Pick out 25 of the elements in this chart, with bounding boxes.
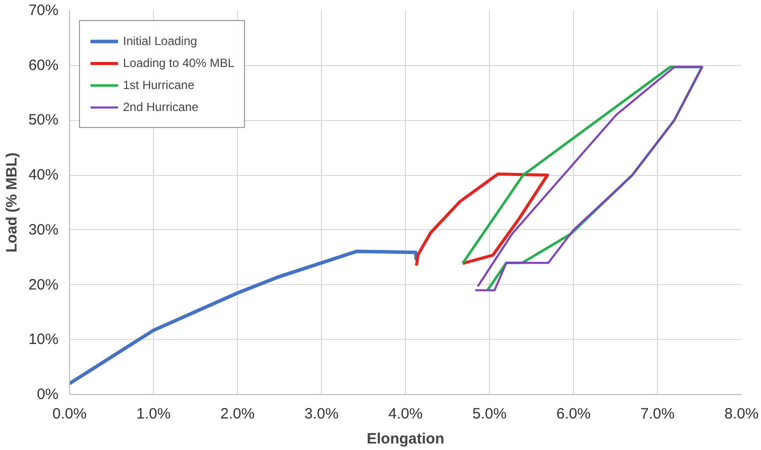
x-axis-title: Elongation xyxy=(366,430,444,448)
legend-label: 1st Hurricane xyxy=(123,78,194,92)
y-tick-label: 30% xyxy=(28,221,59,238)
x-tick-label: 1.0% xyxy=(136,406,171,422)
x-tick-label: 0.0% xyxy=(52,406,87,422)
y-tick-label: 10% xyxy=(28,331,59,348)
line-series xyxy=(70,250,418,386)
x-tick-label: 6.0% xyxy=(556,406,591,422)
y-axis-title: Load (% MBL) xyxy=(3,152,20,252)
y-tick-label: 0% xyxy=(36,386,59,403)
legend-label: Initial Loading xyxy=(123,34,198,48)
y-tick-label: 40% xyxy=(28,166,59,184)
legend-label: 2nd Hurricane xyxy=(123,100,198,114)
x-tick-label: 4.0% xyxy=(388,406,423,422)
x-tick-label: 3.0% xyxy=(304,406,339,422)
x-tick-label: 7.0% xyxy=(640,406,675,422)
y-tick-label: 60% xyxy=(28,56,59,74)
y-tick-label: 20% xyxy=(28,276,59,294)
x-tick-label: 8.0% xyxy=(724,406,759,422)
line-series xyxy=(414,172,549,268)
x-tick-label: 5.0% xyxy=(472,406,507,422)
y-tick-label: 70% xyxy=(28,2,59,19)
y-tick-label: 50% xyxy=(28,112,59,129)
legend-label: Loading to 40% MBL xyxy=(123,56,234,70)
x-tick-label: 2.0% xyxy=(220,406,255,422)
